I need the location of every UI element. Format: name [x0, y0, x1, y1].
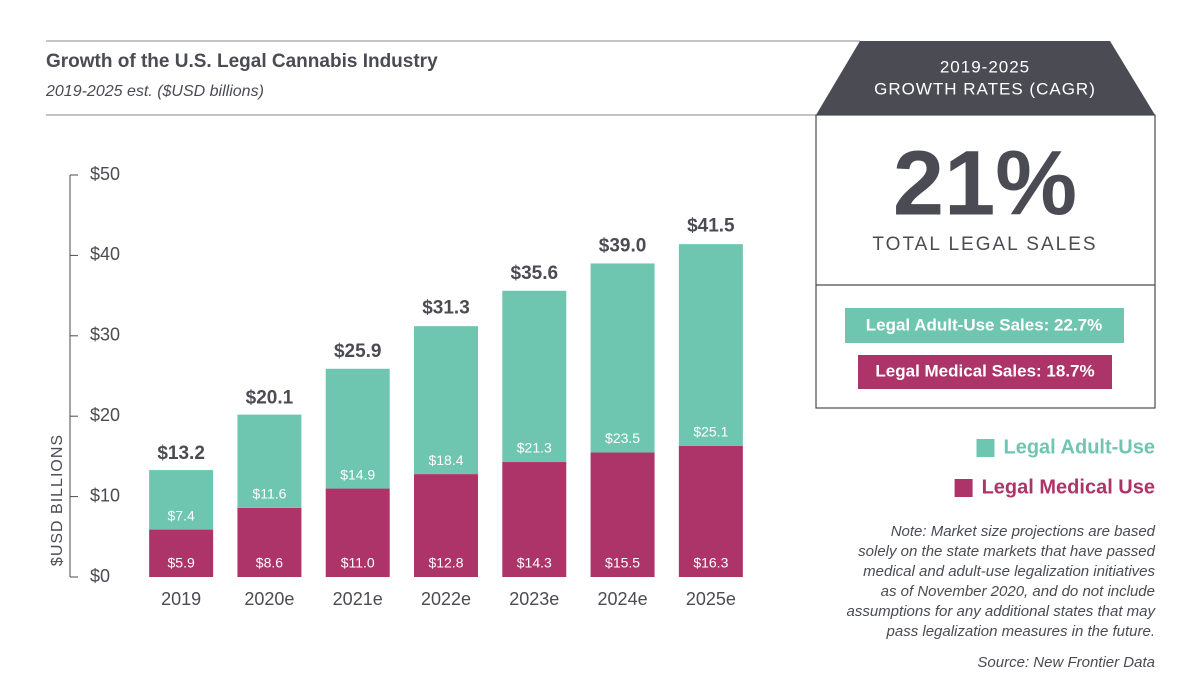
bar-segment: [237, 507, 302, 577]
value-label: $7.4: [168, 507, 195, 523]
bar-segment: [590, 263, 655, 453]
panel-caption: TOTAL LEGAL SALES: [872, 234, 1097, 255]
bar-segment: [590, 452, 655, 577]
total-label: $20.1: [246, 387, 294, 408]
total-label: $39.0: [599, 235, 647, 256]
value-label: $14.3: [517, 555, 552, 571]
headline: 21%: [893, 132, 1077, 234]
x-tick-label: 2020e: [244, 589, 294, 609]
total-label: $41.5: [687, 215, 735, 236]
note-line: medical and adult-use legalization initi…: [863, 563, 1155, 580]
note-line: solely on the state markets that have pa…: [858, 543, 1155, 560]
value-label: $25.1: [693, 424, 728, 440]
value-label: $15.5: [605, 555, 640, 571]
source: Source: New Frontier Data: [977, 654, 1155, 671]
x-tick-label: 2019: [161, 589, 201, 609]
badge: [858, 355, 1112, 389]
y-tick-label: $50: [90, 164, 120, 184]
total-label: $25.9: [334, 341, 382, 362]
y-tick-label: $10: [90, 485, 120, 505]
bar-segment: [678, 244, 743, 446]
value-label: $16.3: [693, 555, 728, 571]
value-label: $23.5: [605, 430, 640, 446]
bar-segment: [502, 290, 567, 463]
value-label: $21.3: [517, 440, 552, 456]
y-axis-label: $USD BILLIONS: [49, 434, 66, 566]
x-tick-label: 2021e: [333, 589, 383, 609]
note-line: as of November 2020, and do not include: [881, 583, 1155, 600]
bar-segment: [502, 462, 567, 577]
total-label: $31.3: [422, 297, 470, 318]
legend-swatch: [954, 479, 973, 497]
legend-label: Legal Medical Use: [982, 476, 1155, 498]
panel-heading: 2019-2025: [940, 57, 1030, 76]
panel-header: [816, 41, 1155, 115]
legend-label: Legal Adult-Use: [1004, 436, 1156, 458]
y-tick-label: $40: [90, 244, 120, 264]
chart-title: Growth of the U.S. Legal Cannabis Indust…: [46, 51, 438, 72]
value-label: $12.8: [428, 555, 463, 571]
value-label: $14.9: [340, 466, 375, 482]
value-label: $11.0: [341, 555, 375, 571]
note-line: assumptions for any additional states th…: [847, 603, 1157, 620]
bar-segment: [414, 474, 478, 577]
total-label: $13.2: [157, 443, 205, 464]
bar-segment: [414, 326, 478, 475]
badge: [845, 308, 1124, 343]
panel-box: [815, 114, 1156, 409]
bar-segment: [325, 488, 390, 577]
bar-segment: [237, 414, 302, 508]
value-label: $5.9: [168, 555, 195, 571]
note-line: Note: Market size projections are based: [891, 523, 1156, 540]
badge-text: Legal Medical Sales: 18.7%: [875, 361, 1094, 380]
badge-text: Legal Adult-Use Sales: 22.7%: [866, 315, 1103, 334]
bar-segment: [678, 445, 743, 577]
x-tick-label: 2022e: [421, 589, 471, 609]
x-tick-label: 2023e: [509, 589, 559, 609]
y-tick-label: $0: [90, 566, 110, 586]
legend-swatch: [976, 439, 995, 457]
bar-segment: [149, 529, 214, 577]
chart-subtitle: 2019-2025 est. ($USD billions): [45, 83, 264, 100]
value-label: $11.6: [252, 486, 286, 502]
note: Note: Market size projections are based s…: [847, 523, 1157, 640]
note-line: pass legalization measures in the future…: [886, 623, 1155, 640]
value-label: $8.6: [256, 555, 283, 571]
total-label: $35.6: [511, 263, 559, 284]
panel-heading: GROWTH RATES (CAGR): [874, 79, 1096, 98]
bar-segment: [325, 368, 390, 489]
value-label: $18.4: [428, 452, 463, 468]
bar-segment: [149, 470, 214, 530]
x-tick-label: 2025e: [686, 589, 736, 609]
x-tick-label: 2024e: [598, 589, 648, 609]
y-tick-label: $30: [90, 325, 120, 345]
y-tick-label: $20: [90, 405, 120, 425]
